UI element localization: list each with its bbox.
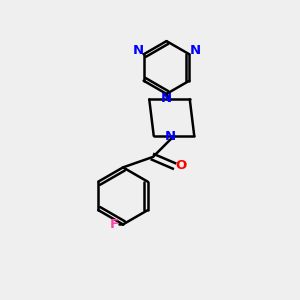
Text: N: N xyxy=(132,44,143,58)
Text: F: F xyxy=(110,218,119,231)
Text: N: N xyxy=(190,44,201,58)
Text: N: N xyxy=(160,92,172,105)
Text: N: N xyxy=(165,130,176,143)
Text: O: O xyxy=(175,159,186,172)
